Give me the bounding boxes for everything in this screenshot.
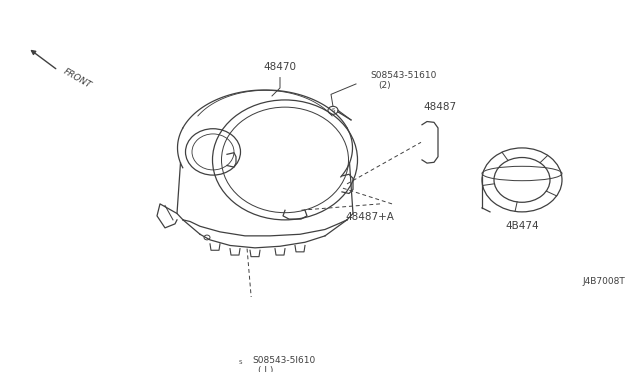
Text: 48470: 48470 bbox=[264, 62, 296, 72]
Text: S08543-51610: S08543-51610 bbox=[370, 71, 436, 80]
Text: 4B474: 4B474 bbox=[505, 221, 539, 231]
Text: J4B7008T: J4B7008T bbox=[582, 277, 625, 286]
Text: 48487+A: 48487+A bbox=[345, 212, 394, 222]
Text: FRONT: FRONT bbox=[62, 67, 93, 90]
Text: (2): (2) bbox=[378, 81, 390, 90]
Text: S: S bbox=[332, 108, 335, 113]
Text: ( l ): ( l ) bbox=[258, 366, 273, 372]
Text: 48487: 48487 bbox=[424, 102, 456, 112]
Text: S08543-5l610: S08543-5l610 bbox=[252, 356, 316, 365]
Text: S: S bbox=[238, 360, 242, 365]
